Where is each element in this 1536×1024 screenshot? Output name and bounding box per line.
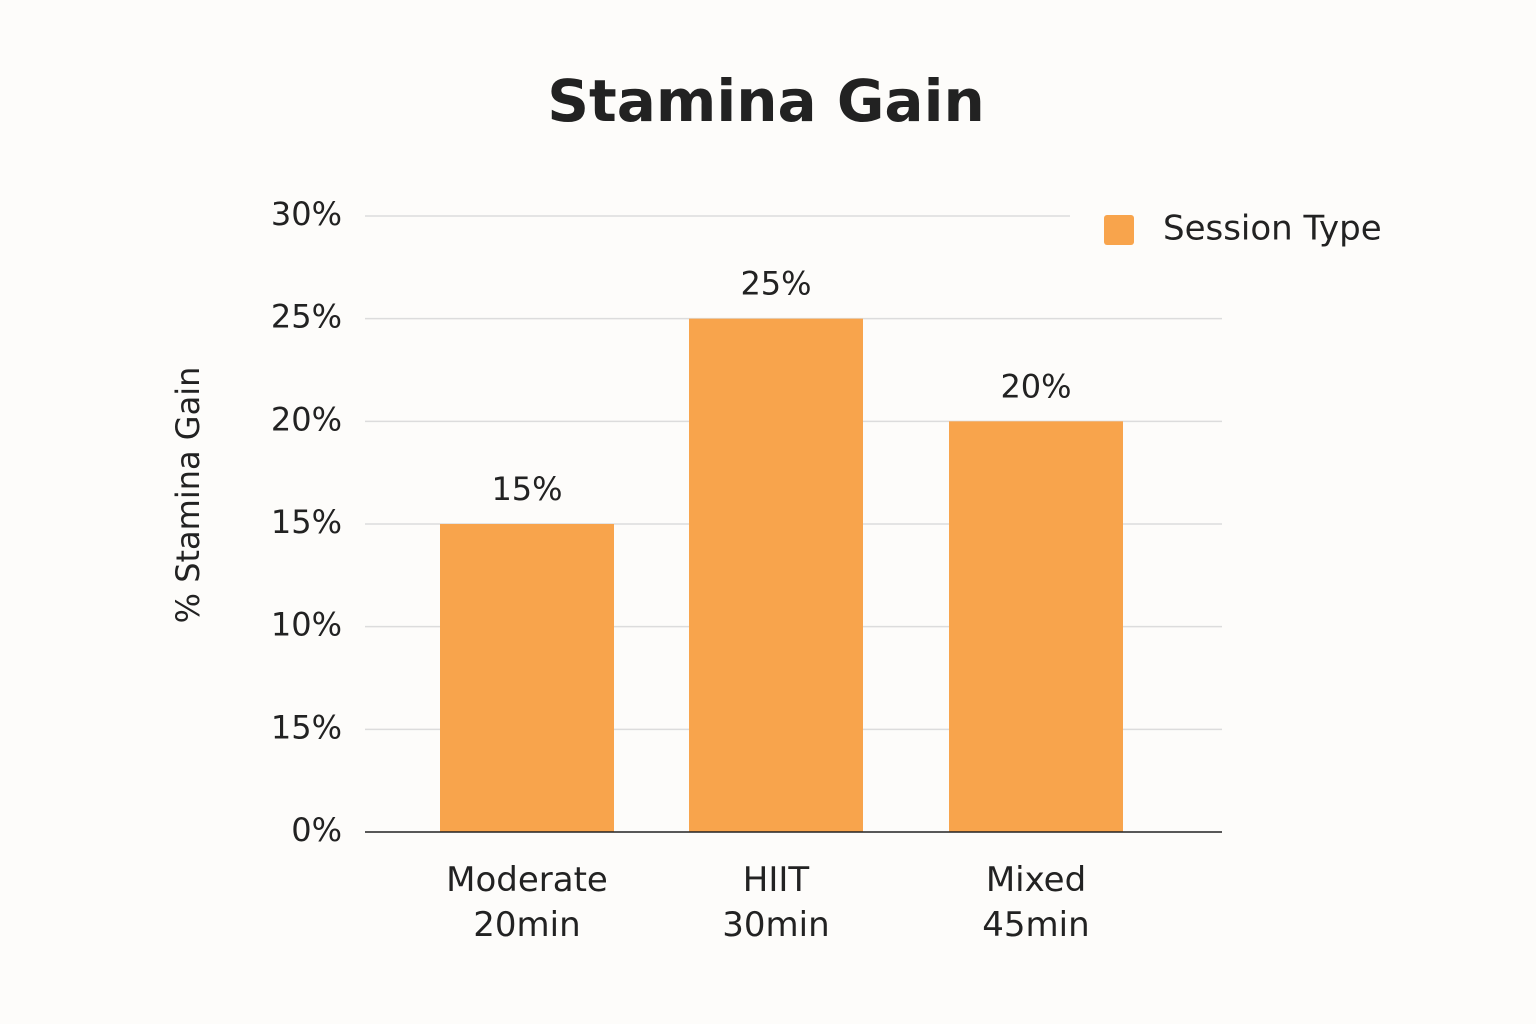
value-label: 20% [1000, 367, 1071, 405]
y-tick-label: 20% [271, 400, 342, 438]
y-tick-label: 0% [291, 811, 342, 849]
value-label: 25% [740, 265, 811, 303]
bar [949, 421, 1123, 832]
x-tick-label: Moderate 20min [446, 860, 608, 945]
y-tick-label: 15% [271, 503, 342, 541]
legend-swatch [1104, 215, 1134, 245]
y-tick-label: 10% [271, 606, 342, 644]
value-label: 15% [491, 470, 562, 508]
x-tick-label: HIIT 30min [722, 860, 830, 945]
bar [440, 524, 614, 832]
chart-title: Stamina Gain [547, 67, 985, 135]
y-tick-label: 30% [271, 195, 342, 233]
y-axis-label: % Stamina Gain [169, 367, 207, 624]
x-tick-label: Mixed 45min [982, 860, 1090, 945]
y-tick-label: 15% [271, 708, 342, 746]
y-tick-label: 25% [271, 298, 342, 336]
bar [689, 318, 863, 833]
legend-label: Session Type [1163, 209, 1382, 249]
